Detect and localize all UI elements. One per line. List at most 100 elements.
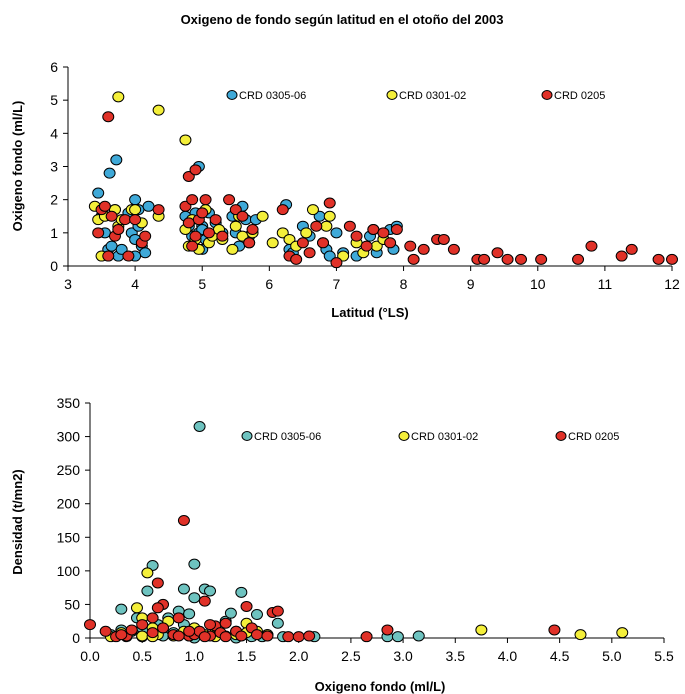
data-point xyxy=(173,631,184,641)
data-point xyxy=(617,628,628,638)
data-point xyxy=(361,632,372,642)
data-point xyxy=(311,221,322,231)
data-point xyxy=(142,568,153,578)
data-point xyxy=(262,631,273,641)
legend-marker xyxy=(556,432,566,441)
data-point xyxy=(180,135,191,145)
data-point xyxy=(140,231,151,241)
data-point xyxy=(301,228,312,238)
data-point xyxy=(368,225,379,235)
data-point xyxy=(197,208,208,218)
data-point xyxy=(492,248,503,258)
data-point xyxy=(130,205,141,215)
data-point xyxy=(158,623,169,633)
data-point xyxy=(152,578,163,588)
y-tick-label: 6 xyxy=(50,59,58,75)
data-point xyxy=(116,604,127,614)
y-tick-label: 2 xyxy=(50,192,58,208)
x-tick-label: 8 xyxy=(400,276,408,292)
data-point xyxy=(408,254,419,264)
data-point xyxy=(220,632,231,642)
data-point xyxy=(220,618,231,628)
data-point xyxy=(187,241,198,251)
x-tick-label: 12 xyxy=(664,276,680,292)
data-point xyxy=(549,625,560,635)
data-point xyxy=(184,626,195,636)
x-tick-label: 6 xyxy=(265,276,273,292)
data-point xyxy=(210,215,221,225)
x-axis-label: Oxigeno fondo (ml/L) xyxy=(315,679,446,694)
data-point xyxy=(324,211,335,221)
data-point xyxy=(225,608,236,618)
data-point xyxy=(152,603,163,613)
data-point xyxy=(189,593,200,603)
data-point xyxy=(307,205,318,215)
data-point xyxy=(247,225,258,235)
data-point xyxy=(324,198,335,208)
x-tick-label: 1.5 xyxy=(237,648,257,664)
data-point xyxy=(93,228,104,238)
data-point xyxy=(120,215,131,225)
data-point xyxy=(382,625,393,635)
data-point xyxy=(385,238,396,248)
legend-label: CRD 0205 xyxy=(554,90,605,102)
data-point xyxy=(476,625,487,635)
y-tick-label: 150 xyxy=(57,529,81,545)
data-point xyxy=(224,195,235,205)
data-point xyxy=(200,195,211,205)
x-tick-label: 2.5 xyxy=(341,648,361,664)
data-point xyxy=(153,105,164,115)
x-tick-label: 11 xyxy=(598,276,613,292)
data-point xyxy=(321,221,332,231)
y-axis-label: Oxigeno fondo (ml/L) xyxy=(10,101,25,232)
y-tick-label: 4 xyxy=(50,125,58,141)
y-tick-label: 3 xyxy=(50,159,58,175)
x-tick-label: 3.5 xyxy=(446,648,466,664)
data-point xyxy=(575,630,586,640)
data-point xyxy=(143,201,154,211)
data-point xyxy=(344,221,355,231)
data-point xyxy=(304,631,315,641)
data-points xyxy=(89,92,677,268)
legend: CRD 0305-06 CRD 0301-02 CRD 0205 xyxy=(227,90,605,102)
x-tick-label: 0.0 xyxy=(80,648,100,664)
data-point xyxy=(100,626,111,636)
data-point xyxy=(190,231,201,241)
data-point xyxy=(187,195,198,205)
data-point xyxy=(142,586,153,596)
data-point xyxy=(304,248,315,258)
data-point xyxy=(283,632,294,642)
data-point xyxy=(479,254,490,264)
data-point xyxy=(236,631,247,641)
data-point xyxy=(103,112,114,122)
x-tick-label: 4 xyxy=(131,276,139,292)
data-point xyxy=(104,168,115,178)
data-point xyxy=(205,620,216,630)
y-tick-label: 0 xyxy=(72,630,80,646)
data-point xyxy=(331,228,342,238)
legend-marker xyxy=(242,432,252,441)
x-tick-label: 9 xyxy=(467,276,475,292)
legend-marker xyxy=(399,432,409,441)
data-point xyxy=(351,231,362,241)
legend-label: CRD 0205 xyxy=(568,431,619,443)
y-tick-label: 250 xyxy=(57,462,81,478)
data-point xyxy=(230,221,241,231)
x-tick-label: 4.0 xyxy=(498,648,518,664)
data-point xyxy=(272,618,283,628)
data-point xyxy=(178,584,189,594)
data-point xyxy=(448,244,459,254)
data-point xyxy=(217,231,228,241)
legend-label: CRD 0305-06 xyxy=(254,431,321,443)
legend: CRD 0305-06 CRD 0301-02 CRD 0205 xyxy=(242,431,619,443)
data-point xyxy=(131,603,142,613)
x-tick-label: 3 xyxy=(64,276,72,292)
data-point xyxy=(277,205,288,215)
data-point xyxy=(536,254,547,264)
data-point xyxy=(184,609,195,619)
data-point xyxy=(93,188,104,198)
data-point xyxy=(130,215,141,225)
x-tick-label: 5.0 xyxy=(602,648,622,664)
data-point xyxy=(392,632,403,642)
